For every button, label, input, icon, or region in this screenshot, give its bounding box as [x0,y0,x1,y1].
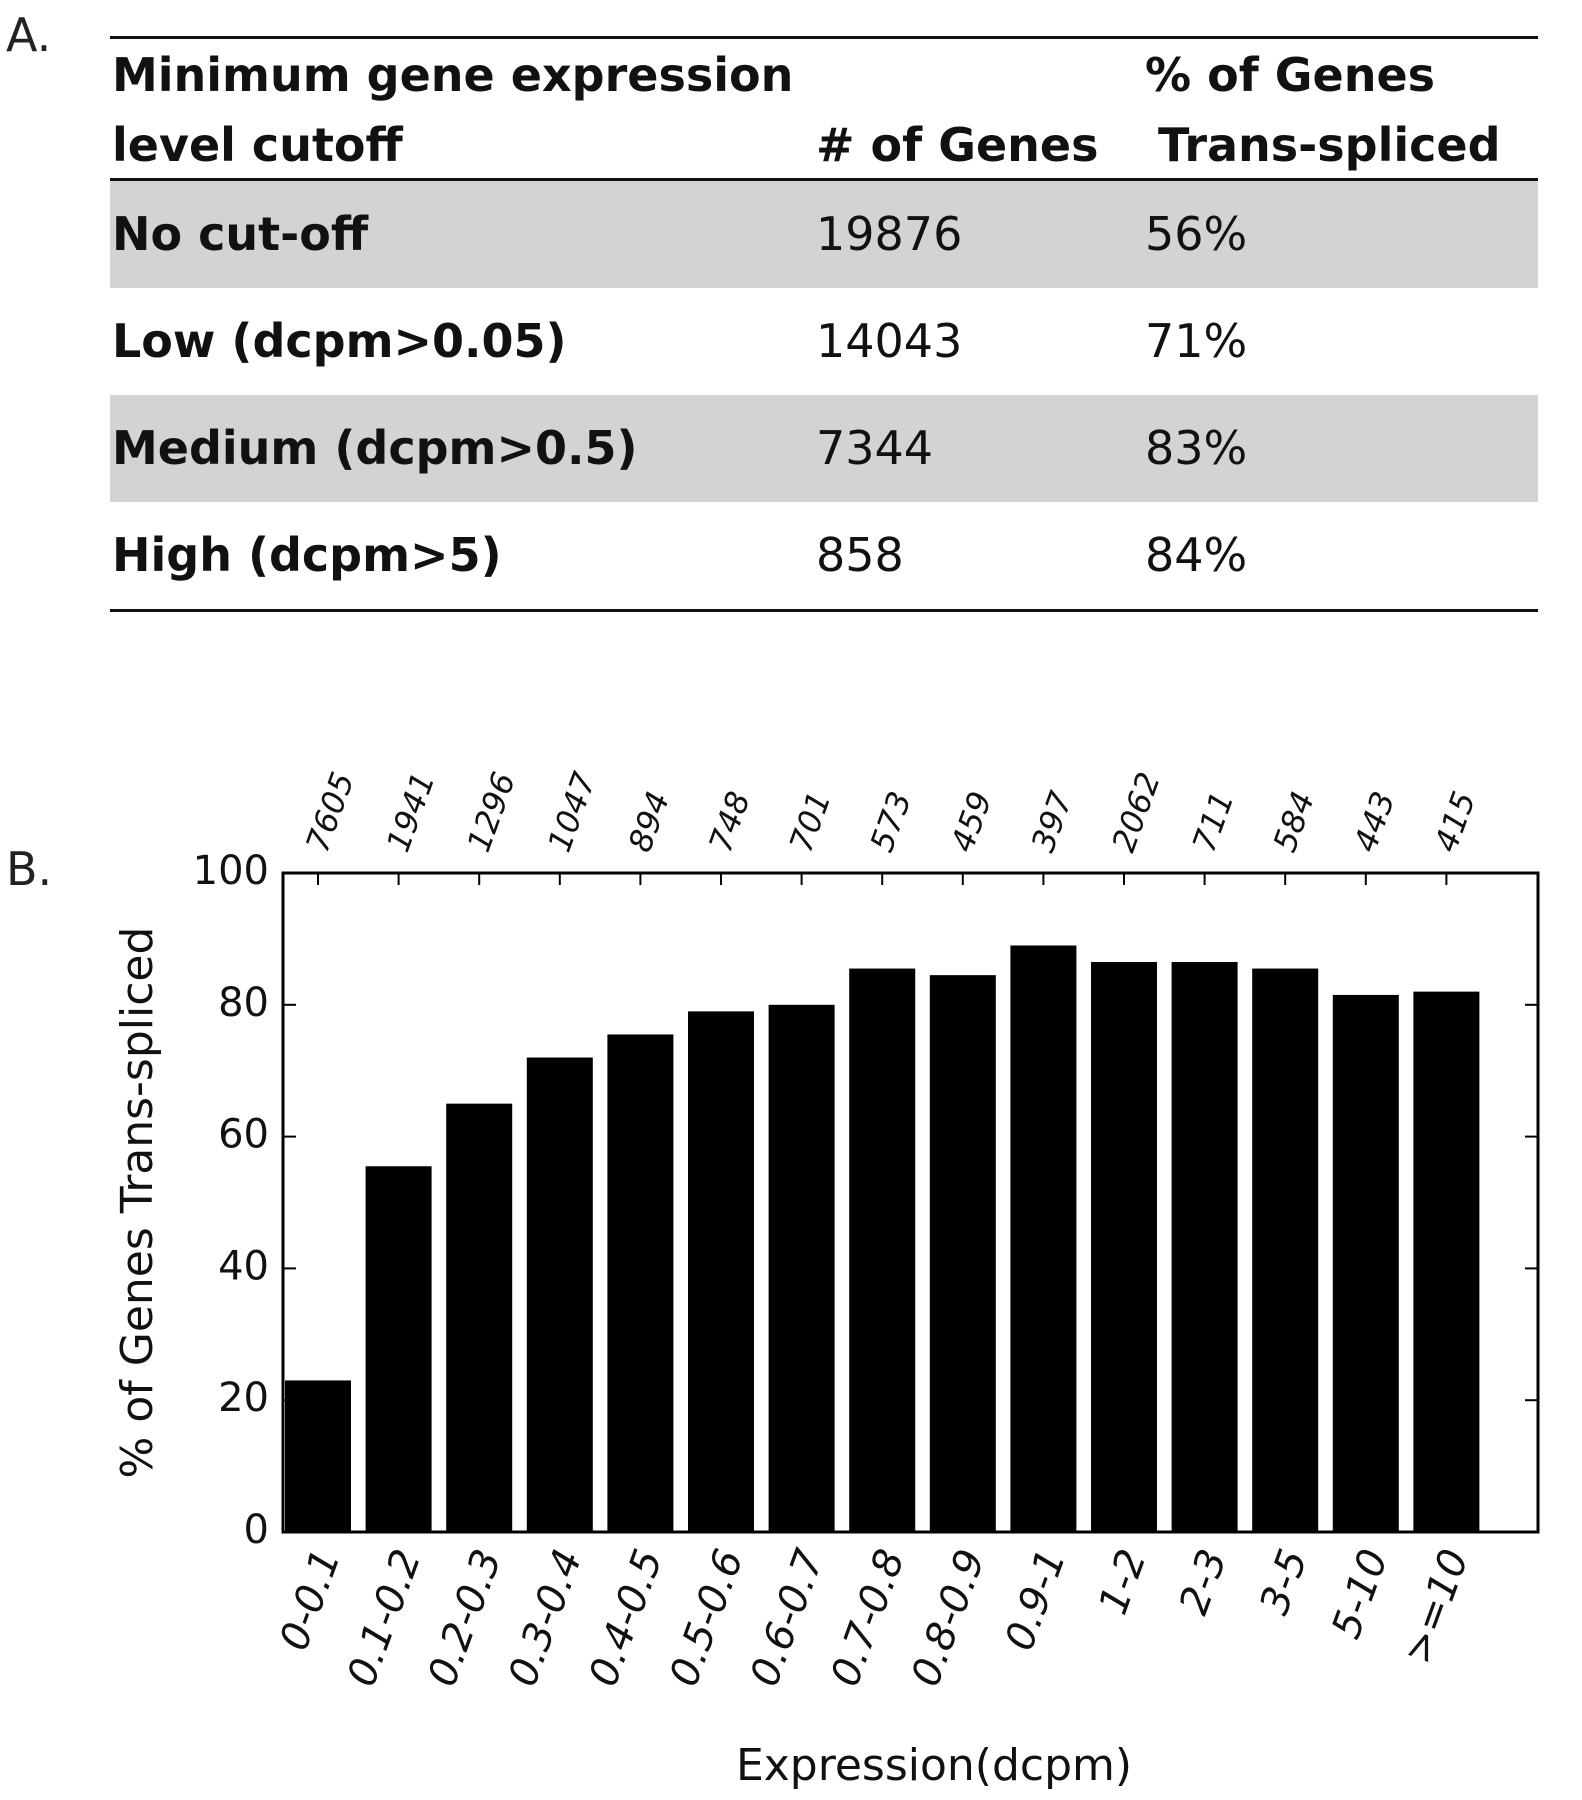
x-tick-label: 0.8-0.9 [903,1543,995,1692]
bar-0.1-0.2 [366,1166,432,1532]
bar-5-10 [1333,995,1399,1532]
header-percent-line2: Trans-spliced [1158,110,1501,180]
bars-layer [285,945,1479,1532]
x-tick-label: 0.5-0.6 [661,1543,753,1692]
y-tick-label: 60 [218,1112,269,1158]
cutoff-cell: Medium (dcpm>0.5) [112,395,638,502]
table-bottom-rule [110,609,1538,612]
cutoff-cell: Low (dcpm>0.05) [112,288,567,395]
gene-count-label: 7605 [298,767,362,857]
x-axis-title: Expression(dcpm) [736,1740,1132,1791]
table-row: No cut-off 19876 56% [110,181,1538,288]
y-tick-label: 20 [218,1375,269,1421]
gene-count-label: 443 [1346,786,1403,856]
gene-count-cell: 19876 [816,181,962,288]
bar-0.9-1 [1010,945,1076,1532]
x-tick-label: 1-2 [1090,1543,1156,1620]
x-tick-label: 0.7-0.8 [822,1543,914,1692]
gene-count-label: 459 [943,786,1000,856]
gene-count-label: 573 [862,786,919,856]
x-tick-label: 0.2-0.3 [419,1543,511,1692]
header-gene-count: # of Genes [816,110,1098,180]
percent-cell: 56% [1145,181,1247,288]
bar->=10 [1413,992,1479,1532]
bar-0.2-0.3 [446,1104,512,1532]
gene-count-cell: 7344 [816,395,933,502]
gene-count-label: 1047 [540,767,604,857]
bar-0.7-0.8 [849,969,915,1532]
gene-count-label: 711 [1185,786,1242,856]
cutoff-cell: High (dcpm>5) [112,502,502,609]
bar-0-0.1 [285,1380,351,1532]
x-tick-label: 0.3-0.4 [500,1543,592,1692]
bar-0.3-0.4 [527,1058,593,1532]
x-tick-label: 5-10 [1323,1543,1397,1644]
table-row: High (dcpm>5) 858 84% [110,502,1538,609]
gene-count-label: 584 [1265,786,1322,856]
x-tick-label: 0.4-0.5 [580,1543,672,1692]
table-top-rule [110,36,1538,39]
x-tick-label: 3-5 [1251,1543,1317,1620]
x-tick-label: 2-3 [1171,1543,1237,1620]
gene-count-cell: 858 [816,502,904,609]
y-tick-label: 40 [218,1243,269,1289]
gene-count-label: 397 [1024,786,1081,857]
bar-0.4-0.5 [607,1034,673,1532]
gene-count-label: 415 [1427,786,1484,856]
bar-3-5 [1252,969,1318,1532]
x-tick-label: 0.9-1 [997,1543,1076,1656]
y-tick-label: 0 [244,1507,269,1553]
gene-count-label: 2062 [1104,767,1168,857]
header-cutoff-line2: level cutoff [112,110,403,180]
table-row: Low (dcpm>0.05) 14043 71% [110,288,1538,395]
gene-count-label: 701 [782,786,839,856]
x-tick-label: >=10 [1395,1543,1479,1670]
x-tick-label: 0-0.1 [271,1543,350,1656]
gene-count-label: 1296 [459,767,523,857]
y-tick-label: 80 [218,980,269,1026]
table-row: Medium (dcpm>0.5) 7344 83% [110,395,1538,502]
panel-a-label: A. [6,8,51,62]
gene-count-label: 748 [701,786,758,856]
bar-2-3 [1172,962,1238,1532]
y-axis-title: % of Genes Trans-spliced [112,927,163,1479]
gene-count-label: 1941 [379,767,443,857]
bar-1-2 [1091,962,1157,1532]
header-cutoff-line1: Minimum gene expression [112,40,793,110]
percent-cell: 84% [1145,502,1247,609]
percent-cell: 71% [1145,288,1247,395]
gene-count-cell: 14043 [816,288,962,395]
x-tick-label: 0.1-0.2 [339,1543,431,1692]
x-tick-label: 0.6-0.7 [742,1543,834,1692]
cutoff-cell: No cut-off [112,181,368,288]
gene-count-label: 894 [621,786,678,856]
bar-0.5-0.6 [688,1011,754,1532]
bar-0.6-0.7 [769,1005,835,1532]
header-percent-line1: % of Genes [1145,40,1435,110]
trans-splicing-bar-chart: 0-0.1 7605 0.1-0.2 1941 0.2-0.3 1296 0.3-0.4 10… [0,700,1582,1800]
y-tick-label: 100 [193,848,269,894]
percent-cell: 83% [1145,395,1247,502]
bar-0.8-0.9 [930,975,996,1532]
